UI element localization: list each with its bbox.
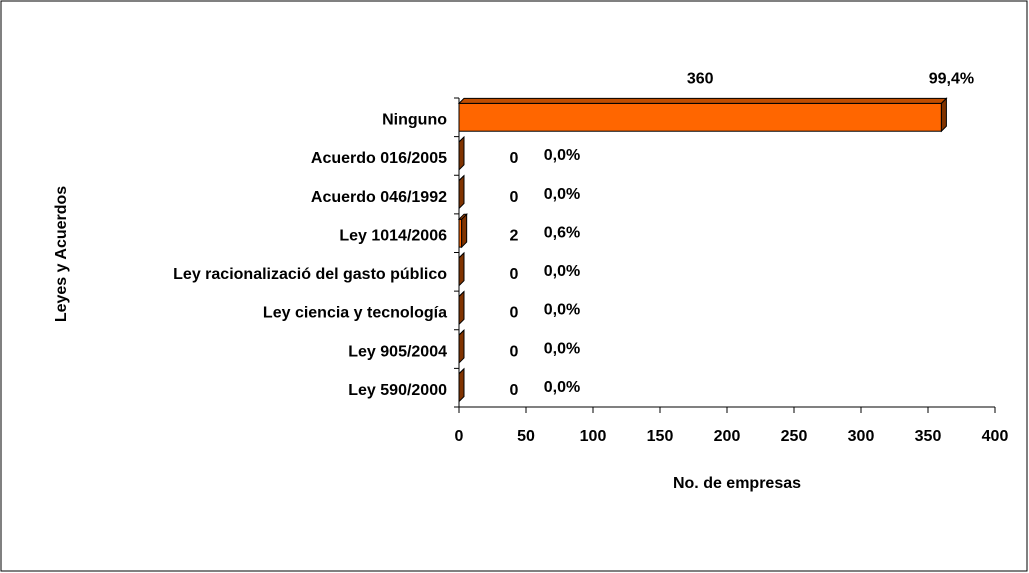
percent-label: 0,0% [544, 263, 580, 280]
percent-label: 0,0% [544, 340, 580, 357]
bar-side [461, 213, 468, 249]
y-tick-label: Acuerdo 046/1992 [311, 189, 447, 206]
bar-side [458, 174, 465, 210]
y-tick-label: Ninguno [382, 112, 447, 129]
x-tick-label: 150 [647, 428, 674, 445]
x-tick-label: 50 [517, 428, 535, 445]
x-axis-title: No. de empresas [673, 475, 801, 492]
bar-side [458, 367, 465, 403]
bar-side [940, 97, 947, 133]
x-tick-label: 300 [848, 428, 875, 445]
x-tick-label: 0 [455, 428, 464, 445]
bar-side [458, 290, 465, 326]
x-tick-label: 400 [982, 428, 1009, 445]
y-tick-label: Ley ciencia y tecnología [263, 305, 447, 322]
value-label: 0 [510, 266, 519, 283]
percent-label: 0,0% [544, 379, 580, 396]
x-tick-label: 200 [714, 428, 741, 445]
bar-side [458, 251, 465, 287]
x-tick-label: 350 [915, 428, 942, 445]
value-label: 0 [510, 343, 519, 360]
value-label: 0 [510, 305, 519, 322]
bar-side [458, 328, 465, 365]
y-tick-label: Ley 1014/2006 [339, 227, 447, 244]
bar-side [458, 135, 465, 172]
percent-label: 0,0% [544, 147, 580, 164]
x-tick-label: 250 [781, 428, 808, 445]
value-label: 0 [510, 150, 519, 167]
bar-top [457, 97, 948, 104]
value-label: 0 [510, 382, 519, 399]
value-label: 0 [510, 189, 519, 206]
percent-label: 0,0% [544, 186, 580, 203]
percent-label: 0,0% [544, 302, 580, 319]
y-tick-label: Ley 905/2004 [348, 343, 447, 360]
percent-label: 0,6% [544, 224, 580, 241]
value-label: 360 [687, 71, 714, 88]
percent-label: 99,4% [929, 71, 974, 88]
y-tick-label: Ley 590/2000 [348, 382, 447, 399]
y-tick-label: Acuerdo 016/2005 [311, 150, 447, 167]
y-tick-label: Ley racionalizació del gasto público [173, 266, 447, 283]
value-label: 2 [510, 227, 519, 244]
y-axis-title: Leyes y Acuerdos [53, 186, 70, 322]
x-tick-label: 100 [580, 428, 607, 445]
bar [458, 102, 942, 132]
